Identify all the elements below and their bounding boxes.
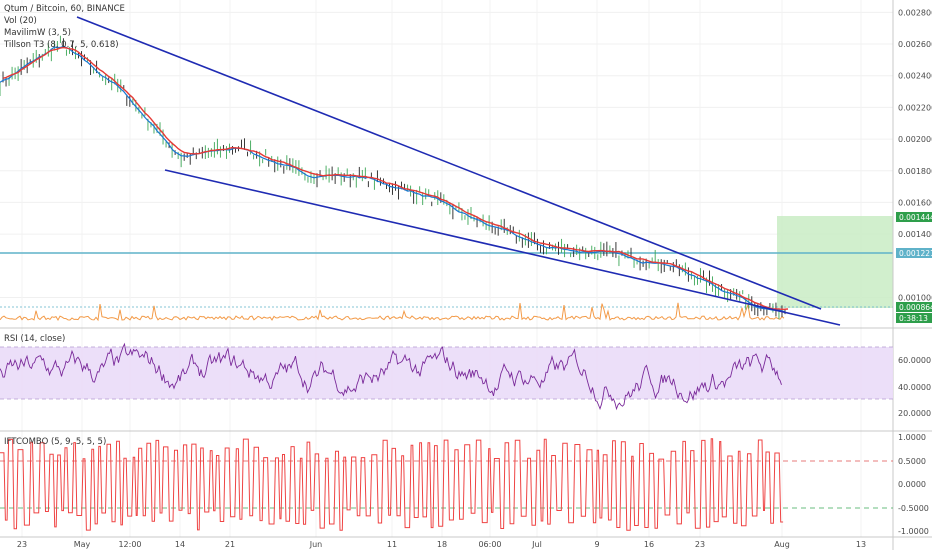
time-tick-label: 23: [695, 540, 705, 549]
indicator-mavilimw[interactable]: MavilimW (3, 5): [4, 28, 71, 38]
badge-countdown: 0:38:13: [896, 313, 932, 323]
badge-blue-line-label: 0.001221: [899, 249, 932, 258]
ift-tick-label: -1.0000: [898, 527, 929, 536]
time-tick-label: 21: [225, 540, 235, 549]
tillson-line: [2, 46, 789, 311]
time-tick-label: 14: [175, 540, 185, 549]
rsi-title[interactable]: RSI (14, close): [4, 334, 65, 344]
price-series: [0, 35, 789, 320]
rsi-tick-label: 20.0000: [898, 409, 931, 418]
volume-line: [0, 302, 785, 322]
time-axis: 23 May 12:00 14 21 Jun 11 18 06:00 Jul 9 16 23 Aug 13: [17, 540, 866, 549]
rsi-line: [0, 342, 782, 411]
ift-title[interactable]: IFTCOMBO (5, 9, 5, 5, 5): [4, 437, 106, 447]
lower-trendline[interactable]: [164, 169, 841, 326]
time-tick-label: 12:00: [118, 540, 141, 549]
time-tick-label: 16: [644, 540, 654, 549]
time-tick-label: 11: [387, 540, 397, 549]
rsi-band: [0, 347, 893, 399]
badge-current-price: 0.000864: [896, 302, 932, 312]
mavilimw-line: [0, 45, 786, 313]
upper-trendline[interactable]: [76, 16, 822, 310]
chart-title: Qtum / Bitcoin, 60, BINANCE: [4, 4, 125, 14]
indicator-tillson[interactable]: Tillson T3 (8, 0.7, 5, 0.618): [3, 40, 119, 50]
time-tick-label: 9: [594, 540, 599, 549]
badge-current-price-label: 0.000864: [899, 303, 932, 312]
badge-upper-green-label: 0.001444: [899, 213, 932, 222]
ift-tick-label: 0.0000: [898, 480, 926, 489]
rsi-series: [0, 342, 782, 411]
rsi-tick-label: 40.0000: [898, 383, 931, 392]
ift-tick-label: 0.5000: [898, 457, 926, 466]
ift-tick-label: 1.0000: [898, 433, 926, 442]
indicator-vol[interactable]: Vol (20): [4, 16, 37, 26]
time-tick-label: Aug: [774, 540, 790, 549]
badge-countdown-label: 0:38:13: [899, 314, 928, 323]
volume-series: [0, 302, 785, 322]
grid: [0, 0, 893, 537]
time-tick-label: Jul: [531, 540, 542, 549]
time-tick-label: 23: [17, 540, 27, 549]
ift-line: [0, 438, 784, 531]
target-zone-box: [777, 216, 893, 308]
time-tick-label: 18: [437, 540, 447, 549]
ift-tick-label: -0.5000: [898, 504, 929, 513]
time-tick-label: May: [74, 540, 91, 549]
time-tick-label: 06:00: [478, 540, 501, 549]
badge-upper-green: 0.001444: [896, 212, 932, 222]
badge-blue-line: 0.001221: [896, 248, 932, 258]
ift-series: [0, 438, 784, 531]
time-tick-label: 13: [856, 540, 866, 549]
time-tick-label: Jun: [309, 540, 323, 549]
rsi-tick-label: 60.0000: [898, 356, 931, 365]
